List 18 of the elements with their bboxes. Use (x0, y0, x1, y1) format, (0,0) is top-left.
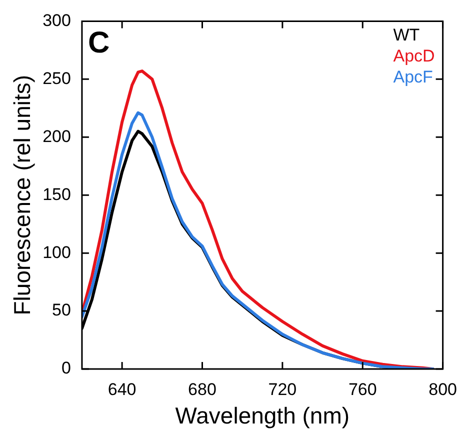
annotation: C (88, 26, 110, 60)
y-tick-label: 300 (42, 10, 71, 30)
y-axis-title: Fluorescence (rel units) (9, 74, 36, 316)
x-tick-label: 680 (188, 380, 216, 399)
y-tick-label: 150 (42, 184, 71, 204)
x-tick-label: 640 (108, 380, 136, 399)
y-tick-label: 250 (42, 68, 71, 88)
y-tick-label: 200 (42, 126, 71, 146)
y-tick-label: 50 (52, 300, 71, 320)
x-tick-label: 800 (428, 380, 458, 399)
x-tick-label: 760 (348, 380, 377, 399)
x-axis-title: Wavelength (nm) (175, 402, 350, 429)
y-tick-label: 0 (61, 358, 71, 378)
y-tick-label: 100 (42, 242, 71, 262)
legend-label: WT (393, 25, 420, 44)
x-tick-label: 720 (268, 380, 297, 399)
text: ApcF (393, 67, 433, 86)
text: ApcD (393, 46, 435, 66)
